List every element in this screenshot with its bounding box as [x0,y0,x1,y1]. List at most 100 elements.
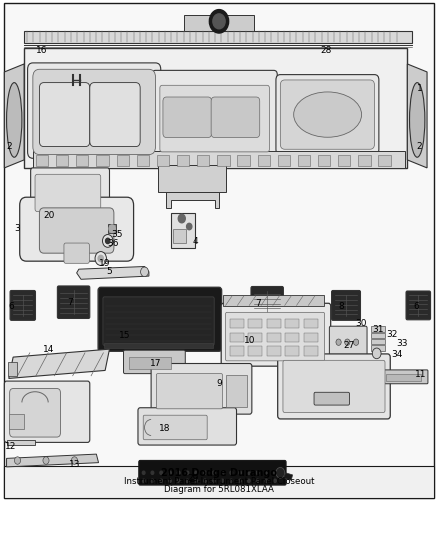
FancyBboxPatch shape [10,290,35,320]
Circle shape [177,471,180,474]
Circle shape [256,479,259,482]
Circle shape [71,457,78,464]
Circle shape [247,479,250,482]
Text: 4: 4 [192,237,198,246]
Circle shape [169,479,171,482]
Circle shape [195,479,198,482]
Text: 8: 8 [339,302,345,311]
Circle shape [142,479,145,482]
Text: 13: 13 [69,461,80,469]
Text: 35: 35 [112,230,123,239]
FancyBboxPatch shape [314,392,350,405]
Bar [285,333,299,342]
FancyBboxPatch shape [156,374,223,409]
Text: 3: 3 [14,224,21,233]
FancyBboxPatch shape [251,287,283,319]
Circle shape [102,235,113,247]
Circle shape [230,471,233,474]
Text: 16: 16 [36,46,47,54]
Text: 31: 31 [372,325,383,334]
Bar [9,414,24,429]
Text: 7: 7 [255,300,261,308]
FancyBboxPatch shape [163,97,212,138]
FancyBboxPatch shape [124,350,185,374]
Bar [36,155,48,166]
Bar [298,155,310,166]
Circle shape [151,471,154,474]
Bar [24,48,407,168]
Bar [378,155,391,166]
Bar [371,345,385,351]
Polygon shape [7,454,99,467]
FancyBboxPatch shape [278,354,390,419]
Polygon shape [7,440,35,445]
Bar [258,155,270,166]
Bar [237,155,250,166]
Text: 18: 18 [159,424,170,433]
Bar [248,333,262,342]
Text: 9: 9 [216,379,222,388]
Circle shape [14,457,21,464]
Bar [371,326,385,332]
Bar [267,319,281,328]
Bar [248,319,262,328]
Polygon shape [407,64,427,168]
FancyBboxPatch shape [98,287,222,351]
Circle shape [106,238,110,244]
Bar [171,213,195,248]
Circle shape [353,339,359,345]
Circle shape [169,471,171,474]
FancyBboxPatch shape [90,83,140,147]
FancyBboxPatch shape [211,97,260,138]
Circle shape [95,252,106,265]
Circle shape [195,471,198,474]
FancyBboxPatch shape [283,360,385,413]
Bar [285,346,299,356]
Circle shape [98,255,103,262]
FancyBboxPatch shape [406,291,431,320]
Bar [358,155,371,166]
Circle shape [160,479,162,482]
Bar [285,319,299,328]
Bar [177,155,189,166]
Bar [386,374,421,381]
FancyBboxPatch shape [35,174,101,212]
Bar [184,15,254,31]
Circle shape [336,339,341,345]
Circle shape [230,479,233,482]
Text: 2016 Dodge Durango: 2016 Dodge Durango [161,468,277,478]
Text: 15: 15 [119,331,131,340]
Circle shape [160,471,162,474]
Circle shape [109,225,115,232]
Bar [173,229,186,243]
Bar [226,375,247,407]
FancyBboxPatch shape [4,381,90,442]
Circle shape [372,348,381,359]
Text: 33: 33 [396,340,408,348]
FancyBboxPatch shape [33,69,155,155]
Circle shape [274,479,276,482]
FancyBboxPatch shape [20,197,134,261]
Text: 19: 19 [99,259,110,268]
Text: 12: 12 [5,442,17,450]
Bar [304,319,318,328]
Text: 11: 11 [415,370,426,378]
FancyBboxPatch shape [31,168,110,216]
Circle shape [247,471,250,474]
Bar [371,333,385,338]
FancyBboxPatch shape [221,303,331,366]
Circle shape [213,14,225,29]
Text: 10: 10 [244,336,255,344]
Circle shape [212,479,215,482]
Bar [24,31,412,43]
Text: 14: 14 [42,345,54,353]
Bar [230,333,244,342]
FancyBboxPatch shape [39,83,90,147]
Text: 2: 2 [7,142,12,150]
Text: 6: 6 [413,302,419,311]
Polygon shape [166,192,219,208]
Text: 28: 28 [321,46,332,54]
Bar [304,333,318,342]
Bar [278,155,290,166]
FancyBboxPatch shape [103,297,214,345]
